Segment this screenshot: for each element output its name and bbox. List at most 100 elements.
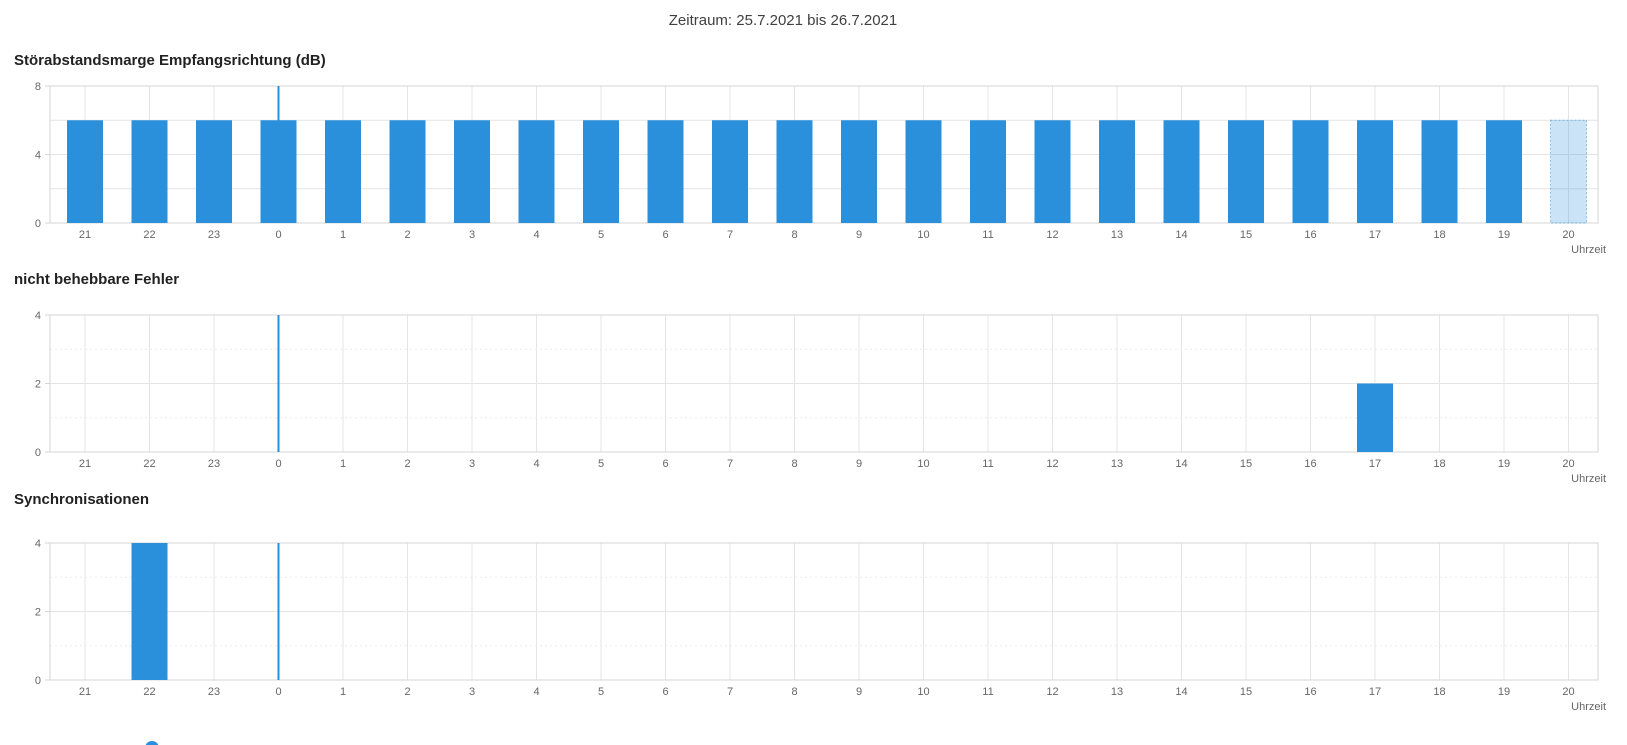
x-tick-label-2: 2 [404,686,410,698]
connection-radio-icon[interactable] [145,741,159,745]
x-tick-label-12: 12 [1046,229,1058,241]
x-tick-label-13: 13 [1111,229,1123,241]
bar-hour-22 [131,120,168,223]
x-tick-label-5: 5 [598,458,604,470]
bar-hour-23 [196,120,232,223]
x-tick-label-3: 3 [469,458,475,470]
bar-hour-15 [1228,120,1264,223]
x-tick-label-1: 1 [340,229,346,241]
x-tick-label-23: 23 [208,686,220,698]
x-tick-label-22: 22 [143,458,155,470]
x-tick-label-17: 17 [1369,458,1381,470]
x-tick-label-12: 12 [1046,458,1058,470]
x-tick-label-11: 11 [982,458,993,470]
bar-hour-17 [1357,120,1393,223]
x-tick-label-15: 15 [1240,686,1252,698]
x-tick-label-6: 6 [662,686,668,698]
x-tick-label-5: 5 [598,686,604,698]
chart-title-uncorrectable-errors: nicht behebbare Fehler [14,271,180,288]
chart-title-snr-margin: Störabstandsmarge Empfangsrichtung (dB) [14,52,326,69]
x-tick-label-7: 7 [727,229,733,241]
x-axis-name: Uhrzeit [1571,244,1606,256]
x-tick-label-22: 22 [143,229,155,241]
x-tick-label-14: 14 [1175,686,1187,698]
x-tick-label-11: 11 [982,686,993,698]
x-tick-label-17: 17 [1369,229,1381,241]
bar-hour-20 [1550,119,1587,224]
x-tick-label-3: 3 [469,686,475,698]
x-tick-label-22: 22 [143,686,155,698]
chart-title-synchronizations: Synchronisationen [14,491,150,508]
x-tick-label-4: 4 [533,458,539,470]
bar-hour-6 [647,120,684,223]
x-tick-label-23: 23 [208,458,220,470]
x-tick-label-2: 2 [404,458,410,470]
x-tick-label-14: 14 [1175,458,1187,470]
y-tick-label: 2 [35,379,41,391]
x-tick-label-14: 14 [1175,229,1187,241]
x-tick-label-18: 18 [1433,686,1445,698]
x-tick-label-21: 21 [79,686,91,698]
x-tick-label-0: 0 [275,686,281,698]
bar-hour-2 [389,120,426,223]
x-tick-label-9: 9 [856,686,862,698]
x-tick-label-13: 13 [1111,458,1123,470]
bar-hour-11 [970,120,1006,223]
x-tick-label-15: 15 [1240,229,1252,241]
x-tick-label-0: 0 [275,229,281,241]
x-tick-label-10: 10 [917,458,929,470]
bar-hour-8 [776,120,813,223]
x-tick-label-10: 10 [917,229,929,241]
x-tick-label-9: 9 [856,458,862,470]
y-tick-label: 8 [35,81,41,93]
x-tick-label-8: 8 [791,229,797,241]
bar-hour-22 [131,543,168,680]
y-tick-label: 4 [35,150,41,162]
bar-hour-16 [1292,120,1329,223]
x-tick-label-8: 8 [791,686,797,698]
bar-hour-14 [1163,120,1200,223]
x-tick-label-18: 18 [1433,229,1445,241]
x-tick-label-11: 11 [982,229,993,241]
x-tick-label-23: 23 [208,229,220,241]
x-tick-label-13: 13 [1111,686,1123,698]
bar-hour-0 [260,120,297,223]
x-tick-label-19: 19 [1498,229,1510,241]
x-axis-name: Uhrzeit [1571,473,1606,485]
bar-hour-1 [325,120,361,223]
x-tick-label-18: 18 [1433,458,1445,470]
x-tick-label-2: 2 [404,229,410,241]
x-tick-label-1: 1 [340,686,346,698]
y-tick-label: 2 [35,607,41,619]
x-tick-label-21: 21 [79,229,91,241]
x-tick-label-4: 4 [533,686,539,698]
bar-hour-10 [905,120,942,223]
x-tick-label-12: 12 [1046,686,1058,698]
x-tick-label-0: 0 [275,458,281,470]
x-tick-label-10: 10 [917,686,929,698]
x-tick-label-8: 8 [791,458,797,470]
period-header: Zeitraum: 25.7.2021 bis 26.7.2021 [668,12,898,29]
x-tick-label-20: 20 [1562,458,1574,470]
x-tick-label-15: 15 [1240,458,1252,470]
x-tick-label-9: 9 [856,229,862,241]
x-tick-label-4: 4 [533,229,539,241]
x-tick-label-20: 20 [1562,686,1574,698]
bar-hour-13 [1099,120,1135,223]
bar-hour-4 [518,120,555,223]
x-tick-label-16: 16 [1304,458,1316,470]
bar-hour-19 [1486,120,1522,223]
x-tick-label-16: 16 [1304,686,1316,698]
bar-hour-17 [1357,383,1393,452]
x-tick-label-20: 20 [1562,229,1574,241]
x-tick-label-17: 17 [1369,686,1381,698]
y-tick-label: 0 [35,218,41,230]
y-tick-label: 4 [35,310,41,322]
x-tick-label-19: 19 [1498,686,1510,698]
bar-hour-21 [67,120,103,223]
x-tick-label-21: 21 [79,458,91,470]
bar-hour-7 [712,120,748,223]
